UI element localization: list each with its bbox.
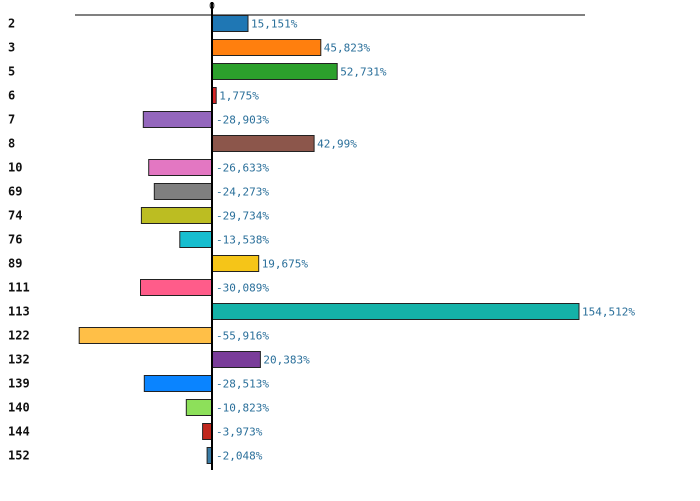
category-label-5: 5 xyxy=(8,65,15,79)
bar-7 xyxy=(142,111,213,128)
category-label-7: 7 xyxy=(8,113,15,127)
category-label-89: 89 xyxy=(8,257,22,271)
category-label-140: 140 xyxy=(8,401,30,415)
category-label-6: 6 xyxy=(8,89,15,103)
category-label-10: 10 xyxy=(8,161,22,175)
bar-122 xyxy=(78,327,213,344)
category-label-144: 144 xyxy=(8,425,30,439)
category-label-152: 152 xyxy=(8,449,30,463)
value-label-139: -28,513% xyxy=(216,378,269,391)
category-label-3: 3 xyxy=(8,41,15,55)
value-label-144: -3,973% xyxy=(216,426,263,439)
bar-5 xyxy=(211,63,338,80)
value-label-3: 45,823% xyxy=(324,42,371,55)
bar-89 xyxy=(211,255,260,272)
value-labels-group: 15,151% 45,823% 52,731% 1,775% -28,903% 42,99… xyxy=(216,18,635,463)
category-label-69: 69 xyxy=(8,185,22,199)
value-label-152: -2,048% xyxy=(216,450,263,463)
bar-113 xyxy=(211,303,580,320)
value-label-113: 154,512% xyxy=(582,306,635,319)
category-label-113: 113 xyxy=(8,305,30,319)
category-label-132: 132 xyxy=(8,353,30,367)
value-label-5: 52,731% xyxy=(340,66,387,79)
category-labels-group: 2 3 5 6 7 8 10 69 74 76 89 111 113 122 132 139 140 144 152 xyxy=(8,17,30,463)
bar-140 xyxy=(185,399,213,416)
bar-2 xyxy=(211,15,249,32)
category-label-8: 8 xyxy=(8,137,15,151)
category-label-76: 76 xyxy=(8,233,22,247)
value-label-2: 15,151% xyxy=(251,18,298,31)
value-label-132: 20,383% xyxy=(263,354,310,367)
value-label-76: -13,538% xyxy=(216,234,269,247)
value-label-111: -30,089% xyxy=(216,282,269,295)
value-label-69: -24,273% xyxy=(216,186,269,199)
category-label-111: 111 xyxy=(8,281,30,295)
bar-74 xyxy=(140,207,213,224)
category-label-122: 122 xyxy=(8,329,30,343)
bar-8 xyxy=(211,135,315,152)
bars-group xyxy=(78,15,580,464)
bar-10 xyxy=(148,159,213,176)
bar-132 xyxy=(211,351,261,368)
value-label-8: 42,99% xyxy=(317,138,357,151)
bar-3 xyxy=(211,39,322,56)
bar-144 xyxy=(202,423,213,440)
value-label-89: 19,675% xyxy=(262,258,309,271)
value-label-74: -29,734% xyxy=(216,210,269,223)
bar-139 xyxy=(143,375,213,392)
value-label-10: -26,633% xyxy=(216,162,269,175)
value-label-6: 1,775% xyxy=(219,90,259,103)
bar-111 xyxy=(140,279,213,296)
value-label-140: -10,823% xyxy=(216,402,269,415)
category-label-2: 2 xyxy=(8,17,15,31)
category-label-74: 74 xyxy=(8,209,22,223)
bar-76 xyxy=(179,231,213,248)
value-label-7: -28,903% xyxy=(216,114,269,127)
category-label-139: 139 xyxy=(8,377,30,391)
bar-69 xyxy=(153,183,213,200)
value-label-122: -55,916% xyxy=(216,330,269,343)
